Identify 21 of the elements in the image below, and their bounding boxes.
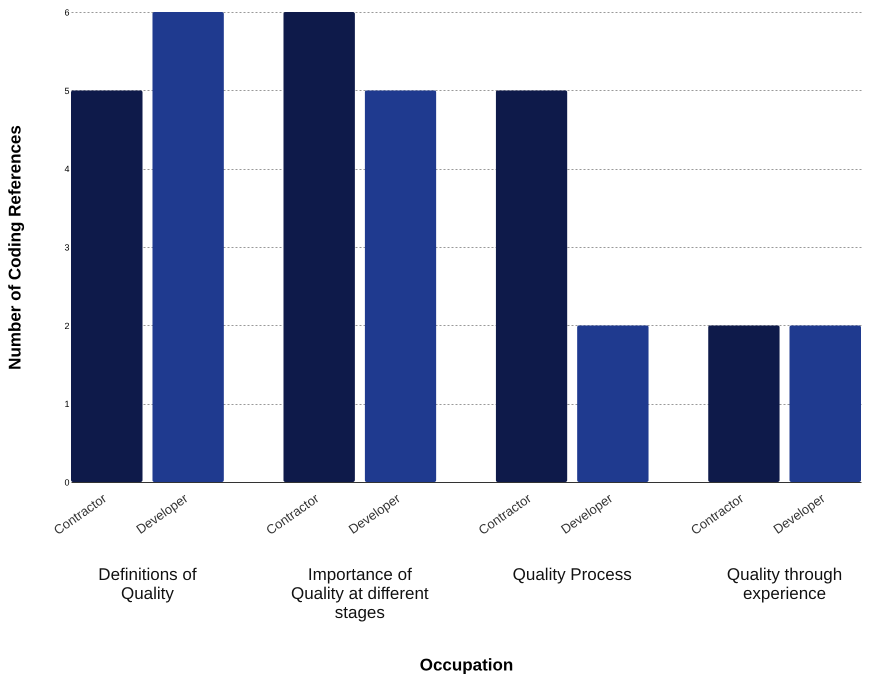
y-tick-label: 0 [64,478,70,488]
bar [152,12,224,482]
bar [789,325,861,482]
y-tick-label: 2 [64,320,70,331]
y-tick-label: 1 [64,399,70,410]
x-tick-label: Quality through experience [726,565,842,603]
bar [577,325,649,482]
y-tick-label: 4 [64,164,70,174]
x-tick-label: Importance of Quality at different stages [290,565,429,622]
y-tick-label: 3 [64,242,70,252]
bar [71,90,143,482]
bar [283,12,355,482]
bar [708,325,780,482]
y-tick-label: 6 [64,8,70,18]
bar [364,90,436,482]
y-tick-label: 5 [64,86,70,96]
x-tick-label: Quality Process [512,565,632,584]
bar [496,90,568,482]
x-axis-title: Occupation [420,656,514,674]
x-tick-label: Definitions of Quality [98,565,197,603]
y-axis-title: Number of Coding References [5,125,24,370]
